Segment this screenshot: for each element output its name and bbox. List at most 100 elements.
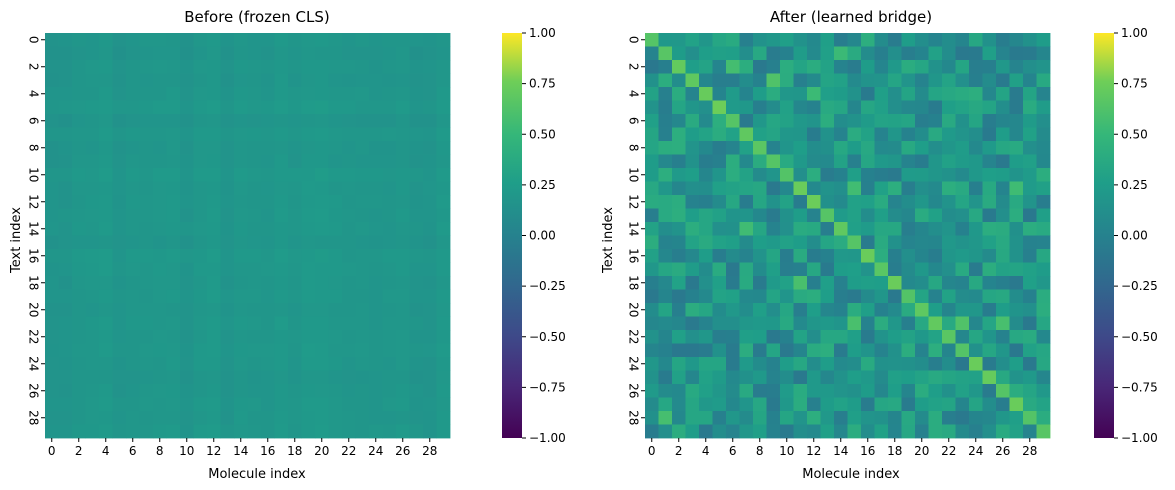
heatmap-cell: [423, 195, 437, 209]
heatmap-cell: [807, 46, 821, 61]
heatmap-cell: [58, 289, 73, 304]
heatmap-cell: [1036, 208, 1051, 223]
heatmap-cell: [220, 397, 235, 412]
heatmap-cell: [220, 195, 235, 209]
heatmap-cell: [247, 208, 262, 223]
heatmap-cell: [409, 262, 424, 277]
heatmap-cell: [1023, 195, 1037, 209]
heatmap-cell: [166, 357, 181, 371]
heatmap-cell: [166, 127, 181, 142]
heatmap-cell: [658, 73, 673, 88]
heatmap-cell: [955, 154, 970, 169]
x-tick-label: 20: [314, 444, 329, 458]
heatmap-cell: [793, 249, 808, 263]
heatmap-cell: [193, 316, 208, 331]
heatmap-cell: [847, 397, 862, 412]
heatmap-cell: [139, 289, 154, 304]
heatmap-cell: [369, 60, 383, 74]
heatmap-cell: [247, 303, 262, 317]
heatmap-cell: [166, 100, 181, 115]
heatmap-cell: [753, 316, 767, 331]
heatmap-cell: [847, 357, 862, 371]
heatmap-cell: [382, 303, 397, 317]
heatmap-cell: [409, 222, 424, 236]
heatmap-cell: [193, 262, 208, 277]
heatmap-cell: [780, 289, 794, 304]
heatmap-cell: [753, 208, 767, 223]
heatmap-cell: [369, 262, 383, 277]
heatmap-cell: [942, 411, 956, 425]
heatmap-cell: [342, 195, 356, 209]
heatmap-cell: [874, 303, 889, 317]
heatmap-cell: [328, 330, 343, 344]
heatmap-cell: [996, 370, 1010, 385]
heatmap-cell: [342, 168, 356, 182]
heatmap-cell: [982, 100, 997, 115]
heatmap-cell: [355, 343, 370, 358]
heatmap-cell: [342, 181, 356, 196]
heatmap-cell: [901, 276, 916, 290]
heatmap-cell: [1009, 195, 1024, 209]
heatmap-cell: [423, 33, 437, 47]
heatmap-cell: [888, 195, 902, 209]
heatmap-cell: [58, 87, 73, 101]
heatmap-cell: [261, 370, 275, 385]
heatmap-cell: [888, 222, 902, 236]
heatmap-cell: [409, 303, 424, 317]
heatmap-cell: [766, 100, 781, 115]
heatmap-cell: [793, 100, 808, 115]
y-tick-label: 20: [627, 302, 641, 317]
heatmap-cell: [928, 330, 943, 344]
heatmap-cell: [645, 343, 659, 358]
heatmap-cell: [409, 289, 424, 304]
heatmap-cell: [969, 384, 983, 398]
heatmap-cell: [301, 384, 316, 398]
heatmap-cell: [699, 316, 713, 331]
heatmap-cell: [85, 208, 100, 223]
heatmap-cell: [153, 154, 167, 169]
heatmap-cell: [1023, 397, 1037, 412]
heatmap-cell: [166, 424, 181, 439]
heatmap-cell: [685, 60, 700, 74]
heatmap-cell: [301, 276, 316, 290]
heatmap-cell: [409, 87, 424, 101]
heatmap-cell: [739, 370, 754, 385]
heatmap-cell: [699, 235, 713, 250]
heatmap-cell: [928, 60, 943, 74]
y-tick-label: 22: [27, 329, 41, 344]
heatmap-cell: [355, 276, 370, 290]
heatmap-cell: [72, 276, 86, 290]
heatmap-cell: [247, 357, 262, 371]
heatmap-cell: [126, 397, 140, 412]
heatmap-cell: [753, 303, 767, 317]
heatmap-cell: [301, 357, 316, 371]
heatmap-cell: [193, 127, 208, 142]
heatmap-cell: [861, 303, 875, 317]
heatmap-cell: [888, 208, 902, 223]
heatmap-cell: [820, 168, 835, 182]
heatmap-cell: [658, 397, 673, 412]
heatmap-cell: [834, 303, 848, 317]
heatmap-cell: [672, 384, 686, 398]
heatmap-cell: [969, 100, 983, 115]
heatmap-cell: [1009, 303, 1024, 317]
heatmap-cell: [942, 46, 956, 61]
heatmap-cell: [982, 181, 997, 196]
heatmap-cell: [739, 46, 754, 61]
heatmap-cell: [874, 87, 889, 101]
heatmap-cell: [955, 127, 970, 142]
heatmap-cell: [699, 289, 713, 304]
heatmap-cell: [301, 370, 316, 385]
heatmap-cell: [153, 276, 167, 290]
heatmap-cell: [139, 46, 154, 61]
heatmap-cell: [928, 289, 943, 304]
heatmap-cell: [820, 424, 835, 439]
heatmap-cell: [915, 411, 929, 425]
heatmap-cell: [672, 168, 686, 182]
heatmap-cell: [901, 154, 916, 169]
heatmap-cell: [1036, 73, 1051, 88]
heatmap-cell: [915, 384, 929, 398]
heatmap-cell: [99, 330, 113, 344]
heatmap-cell: [915, 87, 929, 101]
